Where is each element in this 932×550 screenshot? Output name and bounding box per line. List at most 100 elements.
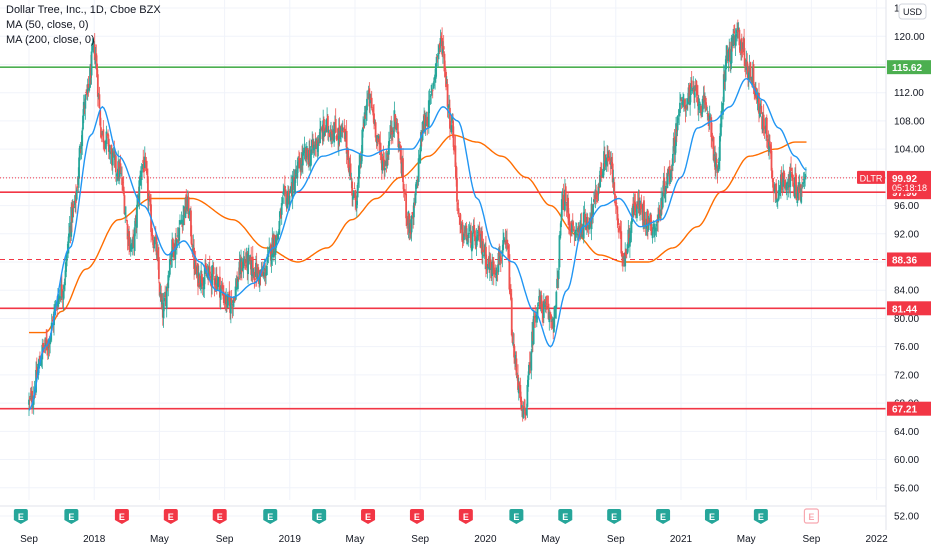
earnings-marker-miss[interactable]: E (458, 509, 473, 524)
candle-body (776, 199, 778, 203)
currency-button[interactable]: USD (903, 7, 923, 17)
candle-body (747, 72, 750, 81)
candle-body (492, 261, 495, 275)
candle-body (567, 214, 570, 224)
earnings-marker-beat[interactable]: E (263, 509, 278, 524)
candle-body (469, 226, 472, 234)
candle-body (350, 178, 353, 179)
candle-body (481, 231, 483, 255)
candle-body (28, 399, 30, 405)
earnings-marker-miss[interactable]: E (361, 509, 376, 524)
candle-body (474, 230, 476, 242)
legend-ma50[interactable]: MA (50, close, 0) (6, 19, 89, 31)
earnings-marker-beat[interactable]: E (558, 509, 573, 524)
earnings-marker-letter: E (808, 512, 814, 522)
candle-body (746, 61, 749, 67)
candle-body (715, 157, 717, 169)
earnings-marker-miss[interactable]: E (114, 509, 129, 524)
candle-body (242, 260, 245, 269)
candle-body (136, 204, 138, 228)
earnings-marker-miss[interactable]: E (163, 509, 178, 524)
earnings-marker-miss[interactable]: E (409, 509, 424, 524)
candle-body (750, 77, 753, 79)
candle-body (760, 105, 763, 114)
candle-body (87, 83, 90, 89)
candle-body (377, 136, 380, 139)
candle-body (247, 254, 249, 275)
legend-title[interactable]: Dollar Tree, Inc., 1D, Cboe BZX (6, 4, 161, 16)
candle-body (658, 210, 661, 215)
candle-body (281, 197, 284, 204)
candle-body (386, 153, 389, 166)
earnings-marker-beat[interactable]: E (607, 509, 622, 524)
candle-body (138, 180, 141, 203)
candle-body (596, 192, 599, 196)
candle-body (777, 190, 780, 201)
earnings-marker-beat[interactable]: E (509, 509, 524, 524)
candle-body (454, 145, 457, 167)
candle-body (48, 341, 51, 348)
earnings-marker-beat[interactable]: E (13, 509, 28, 524)
candle-body (103, 142, 106, 144)
candle-body (445, 82, 448, 84)
earnings-marker-bg (361, 509, 376, 524)
candle-body (247, 255, 250, 256)
candle-body (171, 239, 174, 257)
candle-body (646, 210, 649, 229)
currency-button-bg[interactable] (898, 3, 927, 20)
candle-body (597, 183, 600, 194)
candle-body (140, 170, 143, 180)
earnings-marker-beat[interactable]: E (656, 509, 671, 524)
candle-body (153, 247, 156, 249)
candle-body (697, 96, 699, 107)
y-tick-label: 108.00 (894, 116, 925, 127)
earnings-marker-miss[interactable]: E (212, 509, 227, 524)
candle-body (489, 259, 492, 268)
candle-body (682, 99, 684, 104)
earnings-marker-beat[interactable]: E (753, 509, 768, 524)
candle-body (434, 63, 437, 79)
candle-body (699, 103, 702, 105)
candle-body (413, 202, 416, 204)
candle-body (108, 149, 111, 153)
x-tick-label: Sep (803, 534, 821, 545)
candle-body (520, 396, 523, 409)
candle-body (681, 102, 684, 105)
candle-body (326, 115, 329, 133)
candle-body (349, 163, 352, 179)
candle-body (178, 227, 181, 241)
earnings-marker-beat[interactable]: E (704, 509, 719, 524)
candle-body (763, 126, 766, 130)
legend-ma200[interactable]: MA (200, close, 0) (6, 34, 95, 46)
price-badge-bg (887, 170, 931, 193)
earnings-marker-letter: E (68, 512, 74, 522)
price-countdown: 05:18:18 (892, 183, 927, 193)
candle-body (363, 112, 366, 127)
candle-body (743, 38, 746, 56)
y-tick-label: 56.00 (894, 483, 919, 494)
candle-body (612, 178, 615, 184)
candle-body (104, 140, 107, 149)
earnings-marker-beat[interactable]: E (64, 509, 79, 524)
candle-body (650, 227, 653, 236)
candle-body (59, 299, 62, 301)
candle-body (456, 177, 458, 202)
candle-body (616, 206, 619, 221)
candle-body (571, 223, 573, 232)
candle-body (482, 249, 485, 253)
candle-body (42, 343, 44, 347)
candle-body (634, 202, 637, 213)
earnings-marker-upcoming[interactable]: E (803, 508, 820, 524)
level-label-88.36: 88.36 (892, 255, 917, 266)
candle-body (283, 188, 285, 193)
earnings-marker-bg (509, 509, 524, 524)
candle-body (165, 286, 168, 309)
earnings-marker-beat[interactable]: E (312, 509, 327, 524)
candle-body (455, 165, 458, 180)
candle-body (432, 82, 435, 89)
candle-body (147, 176, 149, 200)
candle-body (666, 172, 669, 189)
candle-body (700, 105, 702, 116)
